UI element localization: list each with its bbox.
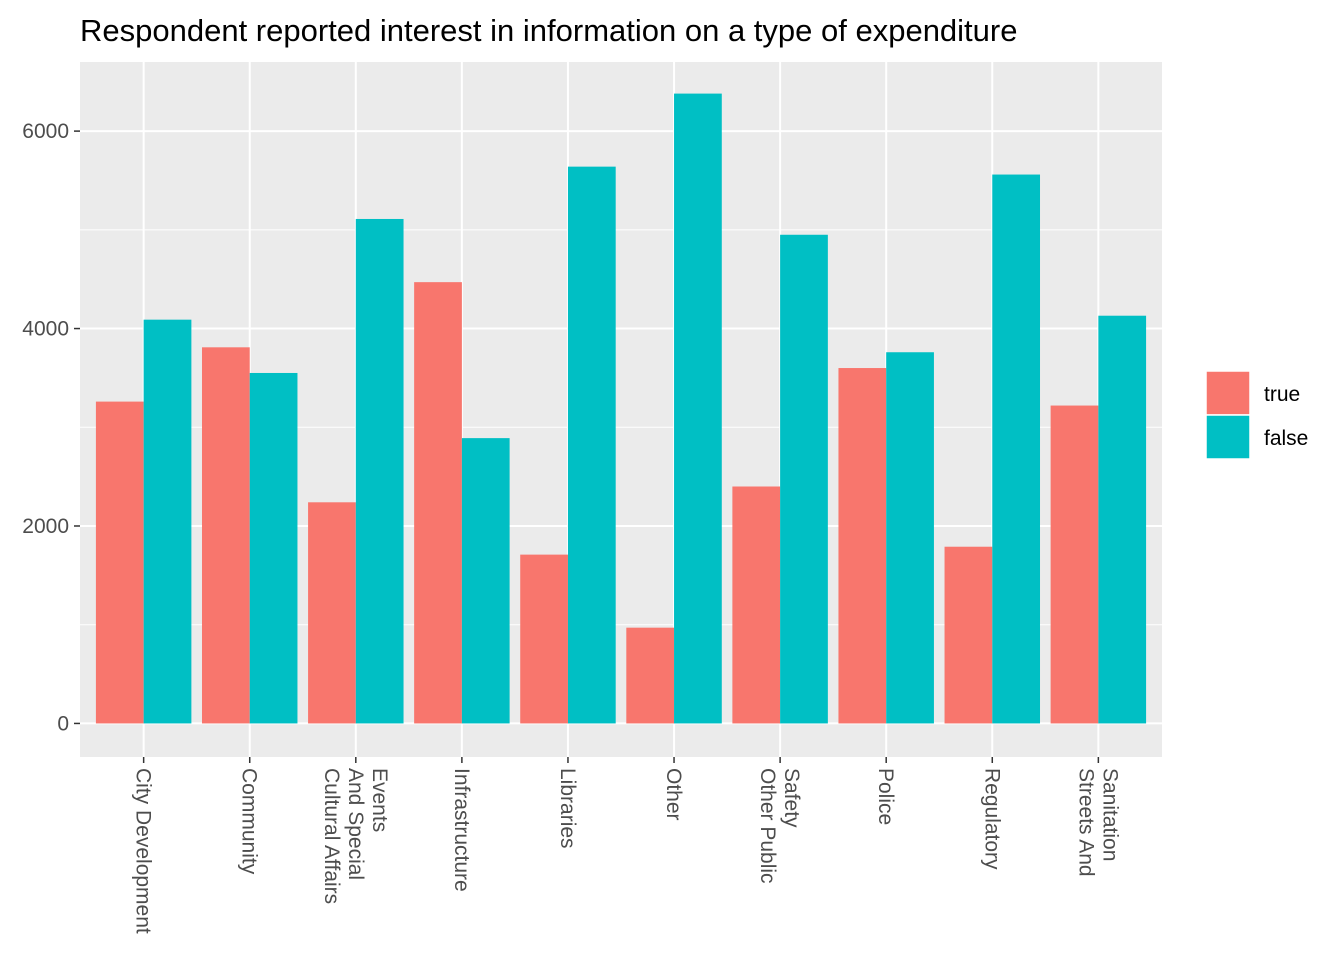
bars xyxy=(95,93,1147,724)
x-tick-label: Other xyxy=(662,768,685,821)
x-axis: City Development Community Cultural Affair… xyxy=(132,757,1121,934)
x-tick-label-line: And Special xyxy=(344,768,367,880)
bar-true-7 xyxy=(838,368,887,724)
bar-false-9 xyxy=(1098,315,1147,724)
bar-false-0 xyxy=(143,319,192,724)
y-axis: 0 2000 4000 6000 xyxy=(22,120,80,735)
x-tick-label: Libraries xyxy=(556,768,579,849)
y-tick-label: 0 xyxy=(57,712,69,735)
bar-false-7 xyxy=(886,352,934,724)
x-tick-label: Police xyxy=(874,768,897,825)
bar-true-8 xyxy=(944,546,993,724)
bar-true-4 xyxy=(520,554,568,724)
bar-true-5 xyxy=(626,627,675,724)
bar-true-2 xyxy=(308,502,356,724)
x-tick-label-line: Community xyxy=(238,768,261,875)
x-tick-label: Cultural AffairsAnd SpecialEvents xyxy=(320,768,391,904)
bar-true-0 xyxy=(95,401,144,724)
legend-key-border xyxy=(1205,414,1251,460)
x-tick-label: Infrastructure xyxy=(450,768,473,892)
x-tick-label-line: Other Public xyxy=(756,768,779,884)
bar-false-2 xyxy=(355,218,404,724)
x-tick-label-line: Streets And xyxy=(1074,768,1097,877)
y-tick-label: 6000 xyxy=(22,120,69,143)
y-tick-label: 4000 xyxy=(22,318,69,341)
legend-label-false: false xyxy=(1264,427,1308,450)
bar-true-6 xyxy=(732,486,781,724)
x-tick-label-line: City Development xyxy=(132,768,155,934)
bar-true-9 xyxy=(1050,405,1099,724)
legend-label-true: true xyxy=(1264,383,1300,406)
chart-title: Respondent reported interest in informat… xyxy=(80,13,1017,48)
x-tick-label: Streets AndSanitation xyxy=(1074,768,1121,877)
x-tick-label-line: Libraries xyxy=(556,768,579,849)
x-tick-label-line: Regulatory xyxy=(980,768,1003,870)
x-tick-label-line: Events xyxy=(368,768,391,832)
bar-true-3 xyxy=(414,282,462,724)
bar-true-1 xyxy=(201,347,250,724)
bar-false-3 xyxy=(461,438,510,724)
x-tick-label-line: Police xyxy=(874,768,897,825)
bar-false-6 xyxy=(780,234,828,724)
x-tick-label: Community xyxy=(238,768,261,875)
x-tick-label-line: Sanitation xyxy=(1098,768,1121,861)
x-tick-label-line: Cultural Affairs xyxy=(320,768,343,904)
bar-false-5 xyxy=(674,93,722,724)
y-tick-label: 2000 xyxy=(22,515,69,538)
bar-false-1 xyxy=(249,372,298,724)
x-tick-label-line: Safety xyxy=(780,768,803,828)
legend-key-false xyxy=(1206,415,1250,459)
bar-false-4 xyxy=(567,166,616,724)
bar-false-8 xyxy=(992,174,1041,724)
x-tick-label: Regulatory xyxy=(980,768,1003,870)
x-tick-label-line: Infrastructure xyxy=(450,768,473,892)
x-tick-label: City Development xyxy=(132,768,155,934)
x-tick-label-line: Other xyxy=(662,768,685,821)
legend-key-true xyxy=(1206,371,1250,415)
legend: true false xyxy=(1205,370,1308,460)
x-tick-label: Other PublicSafety xyxy=(756,768,803,884)
